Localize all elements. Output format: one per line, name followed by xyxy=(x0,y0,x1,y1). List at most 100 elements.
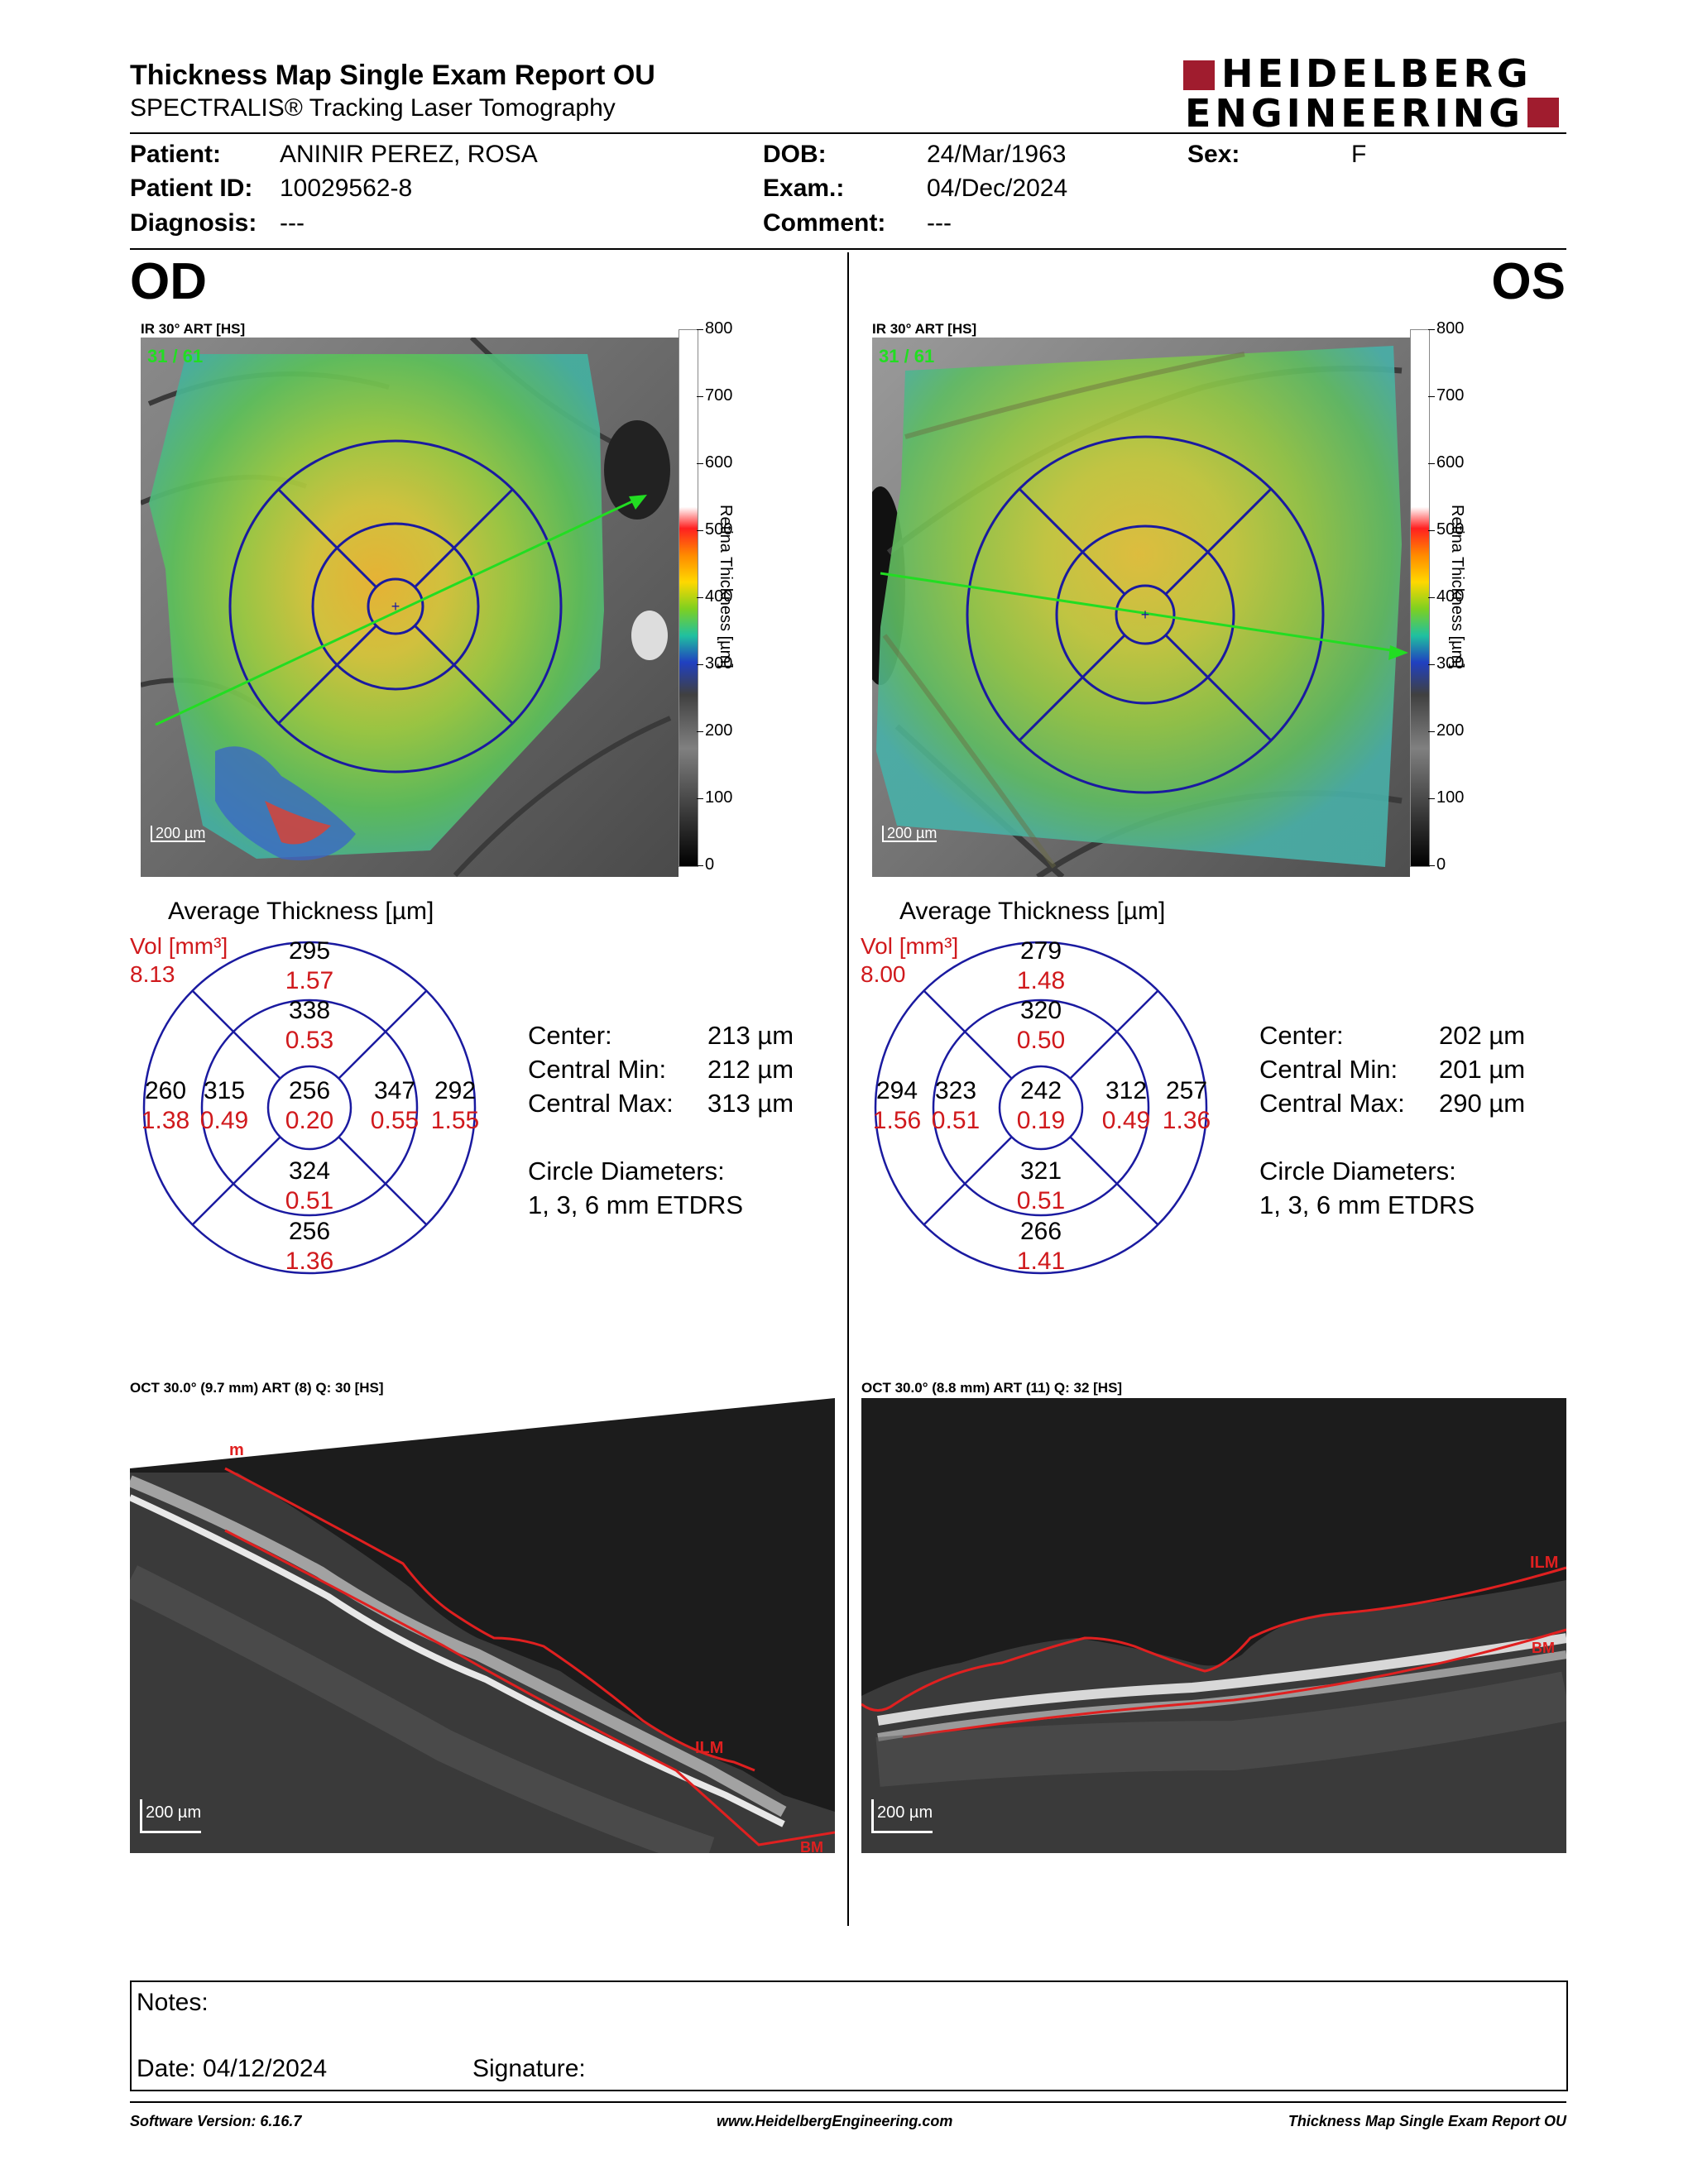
os-center-label: Center: xyxy=(1259,1021,1344,1050)
os-oct-marker-bm: BM xyxy=(1532,1640,1555,1656)
od-etdrs-overlay: + xyxy=(155,439,647,774)
os-etdrs-overlay: + xyxy=(880,435,1408,794)
diagnosis-value: --- xyxy=(280,209,305,237)
od-eye-label: OD xyxy=(130,253,207,310)
od-max-value: 313 µm xyxy=(707,1089,794,1118)
colorbar-tick-label: 600 xyxy=(1436,453,1465,472)
patient-label: Patient: xyxy=(130,141,222,168)
os-colorbar-title: Retina Thickness [µm] xyxy=(1448,505,1466,668)
od-inner-inf: 324 0.51 xyxy=(285,1157,334,1214)
colorbar-tick-label: 400 xyxy=(1436,587,1465,606)
colorbar-tick-label: 200 xyxy=(1436,721,1465,740)
colorbar-tick-label: 400 xyxy=(705,587,733,606)
colorbar-tick-mark xyxy=(1428,798,1435,799)
report-subtitle: SPECTRALIS® Tracking Laser Tomography xyxy=(130,94,616,122)
os-outer-right: 257 1.36 xyxy=(1162,1077,1211,1134)
os-outer-sup: 279 1.48 xyxy=(1016,937,1066,994)
colorbar-tick-mark xyxy=(1428,664,1435,665)
footer-website: www.HeidelbergEngineering.com xyxy=(717,2113,953,2129)
colorbar-tick-mark xyxy=(697,396,703,397)
colorbar-tick-mark xyxy=(697,865,703,866)
od-inner-left: 315 0.49 xyxy=(199,1077,249,1134)
colorbar-tick-mark xyxy=(697,731,703,732)
od-ir-label: IR 30° ART [HS] xyxy=(141,321,246,337)
od-colorbar xyxy=(679,329,698,867)
os-oct-scale: 200 µm xyxy=(871,1799,933,1833)
colorbar-tick-label: 500 xyxy=(1436,520,1465,539)
os-min-value: 201 µm xyxy=(1439,1055,1526,1084)
os-min-label: Central Min: xyxy=(1259,1055,1398,1084)
od-min-value: 212 µm xyxy=(707,1055,794,1084)
colorbar-tick-mark xyxy=(697,530,703,531)
os-thickness-grid xyxy=(874,941,1208,1275)
os-diam-value: 1, 3, 6 mm ETDRS xyxy=(1259,1190,1475,1219)
od-thickness-grid xyxy=(142,941,477,1275)
sex-label: Sex: xyxy=(1187,141,1240,168)
od-oct-marker-m: m xyxy=(229,1441,244,1459)
svg-text:+: + xyxy=(391,598,400,615)
od-average-thickness-title: Average Thickness [µm] xyxy=(168,898,434,925)
colorbar-tick-mark xyxy=(1428,530,1435,531)
od-oct-marker-bm: BM xyxy=(800,1839,823,1853)
os-ir-label: IR 30° ART [HS] xyxy=(872,321,977,337)
notes-box: Notes: Date: 04/12/2024 Signature: xyxy=(130,1980,1568,2091)
colorbar-tick-label: 300 xyxy=(705,654,733,673)
heidelberg-logo: HEIDELBERG ENGINEERING xyxy=(1183,53,1564,134)
os-colorbar xyxy=(1410,329,1430,867)
od-min-label: Central Min: xyxy=(528,1055,667,1084)
svg-text:+: + xyxy=(1141,606,1150,623)
colorbar-tick-mark xyxy=(697,463,703,464)
od-diam-value: 1, 3, 6 mm ETDRS xyxy=(528,1190,744,1219)
notes-label: Notes: xyxy=(137,1989,209,2016)
os-center: 242 0.19 xyxy=(1016,1077,1066,1134)
exam-label: Exam.: xyxy=(763,175,845,202)
od-center-label: Center: xyxy=(528,1021,612,1050)
colorbar-tick-label: 700 xyxy=(705,386,733,405)
colorbar-tick-label: 0 xyxy=(1436,855,1446,874)
os-average-thickness-title: Average Thickness [µm] xyxy=(899,898,1166,925)
diagnosis-label: Diagnosis: xyxy=(130,209,257,237)
comment-value: --- xyxy=(927,209,952,237)
os-frame-counter: 31 / 61 xyxy=(879,346,935,366)
colorbar-tick-label: 0 xyxy=(705,855,715,874)
colorbar-tick-mark xyxy=(697,329,703,330)
signature-label: Signature: xyxy=(472,2055,586,2082)
colorbar-tick-mark xyxy=(1428,463,1435,464)
od-outer-sup: 295 1.57 xyxy=(285,937,334,994)
notes-date: Date: 04/12/2024 xyxy=(137,2055,328,2082)
colorbar-tick-label: 800 xyxy=(705,319,733,338)
os-eye-label: OS xyxy=(1491,253,1566,310)
os-max-label: Central Max: xyxy=(1259,1089,1405,1118)
exam-value: 04/Dec/2024 xyxy=(927,175,1068,202)
od-frame-counter: 31 / 61 xyxy=(147,346,204,366)
od-diam-label: Circle Diameters: xyxy=(528,1157,725,1185)
os-center-value: 202 µm xyxy=(1439,1021,1526,1050)
od-outer-inf: 256 1.36 xyxy=(285,1218,334,1275)
colorbar-tick-mark xyxy=(1428,329,1435,330)
os-diam-label: Circle Diameters: xyxy=(1259,1157,1456,1185)
colorbar-tick-mark xyxy=(1428,865,1435,866)
os-outer-left: 294 1.56 xyxy=(872,1077,922,1134)
od-oct-marker-ilm: ILM xyxy=(695,1739,724,1757)
os-vol-value: 8.00 xyxy=(861,961,906,987)
colorbar-tick-mark xyxy=(1428,597,1435,598)
colorbar-tick-mark xyxy=(1428,396,1435,397)
os-oct-label: OCT 30.0° (8.8 mm) ART (11) Q: 32 [HS] xyxy=(861,1380,1123,1396)
od-inner-right: 347 0.55 xyxy=(370,1077,420,1134)
od-vol-value: 8.13 xyxy=(130,961,175,987)
colorbar-tick-mark xyxy=(697,664,703,665)
os-scale-bar: 200 µm xyxy=(882,826,938,842)
od-vol-label: Vol [mm³] xyxy=(130,933,228,959)
od-colorbar-title: Retina Thickness [µm] xyxy=(717,505,735,668)
colorbar-tick-label: 200 xyxy=(705,721,733,740)
os-fundus-image: 31 / 61 200 µm xyxy=(872,338,1410,877)
od-center-value: 213 µm xyxy=(707,1021,794,1050)
report-title: Thickness Map Single Exam Report OU xyxy=(130,60,655,91)
os-max-value: 290 µm xyxy=(1439,1089,1526,1118)
os-inner-inf: 321 0.51 xyxy=(1016,1157,1066,1214)
os-vol-label: Vol [mm³] xyxy=(861,933,959,959)
od-center: 256 0.20 xyxy=(285,1077,334,1134)
os-inner-sup: 320 0.50 xyxy=(1016,997,1066,1054)
footer-software-version: Software Version: 6.16.7 xyxy=(130,2113,302,2129)
dob-label: DOB: xyxy=(763,141,827,168)
